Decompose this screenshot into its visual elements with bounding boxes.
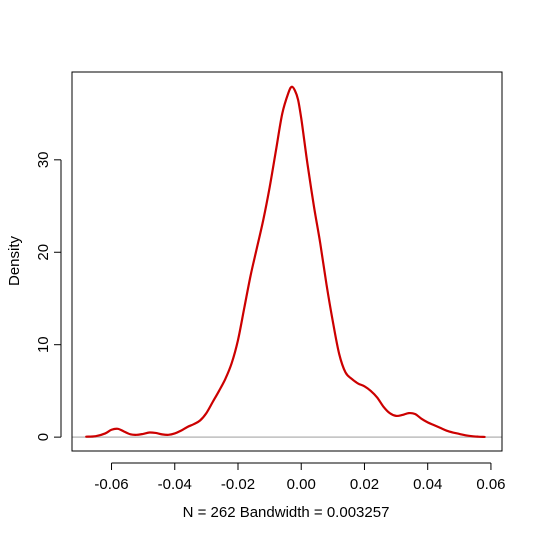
x-tick-label: 0.06: [476, 476, 505, 493]
y-axis: 0 10 20 30: [35, 151, 62, 441]
x-tick-label: -0.02: [221, 476, 255, 493]
plot-frame: [71, 71, 503, 452]
x-axis: -0.06 -0.04 -0.02 0.00 0.02 0.04 0.06: [94, 462, 506, 493]
y-axis-label: Density: [6, 235, 23, 286]
x-tick-label: -0.04: [158, 476, 192, 493]
x-tick-label: 0.02: [350, 476, 379, 493]
x-tick-label: -0.06: [94, 476, 128, 493]
density-curve: [85, 85, 486, 439]
x-tick-label: 0.00: [287, 476, 316, 493]
y-tick-label: 20: [35, 244, 52, 261]
x-tick-label: 0.04: [413, 476, 442, 493]
y-tick-label: 0: [35, 433, 52, 441]
x-axis-label: N = 262 Bandwidth = 0.003257: [183, 504, 390, 521]
y-tick-label: 30: [35, 151, 52, 168]
y-tick-label: 10: [35, 336, 52, 353]
